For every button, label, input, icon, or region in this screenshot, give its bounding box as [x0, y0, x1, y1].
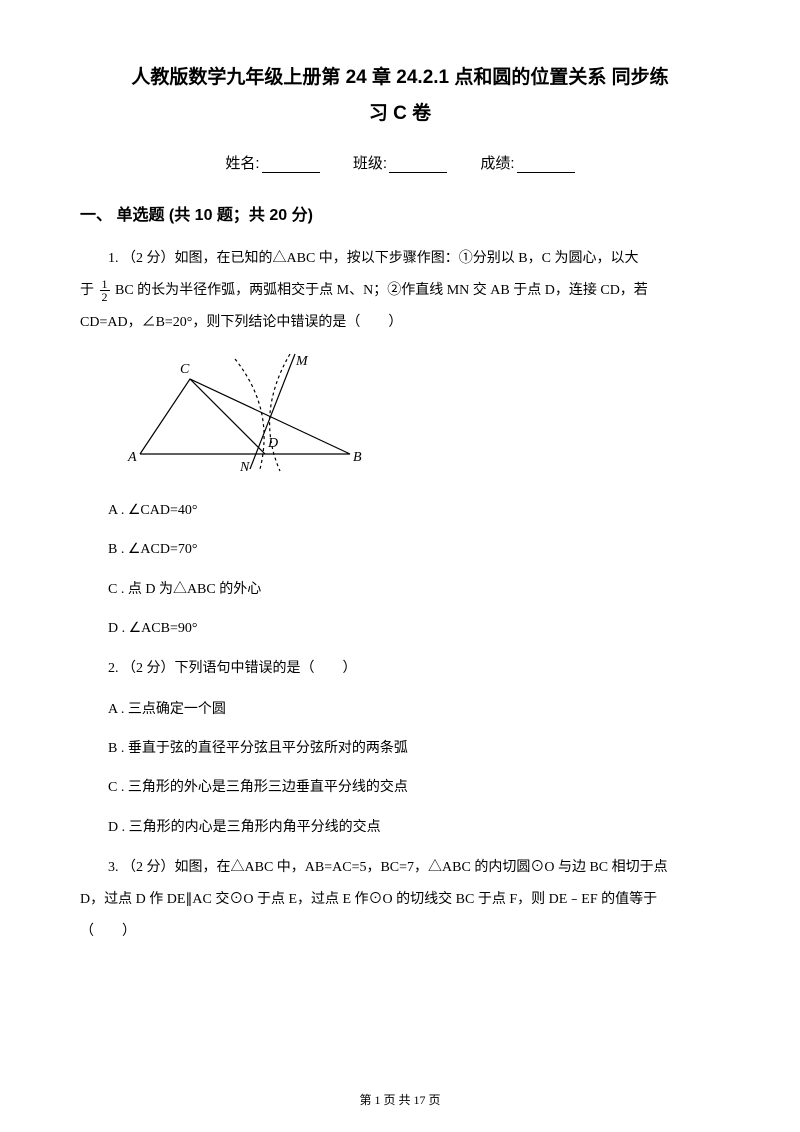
label-d: D [267, 436, 278, 451]
score-blank[interactable] [517, 158, 575, 173]
q2-opt-b: B . 垂直于弦的直径平分弦且平分弦所对的两条弧 [108, 736, 720, 761]
q1-opt-d: D . ∠ACB=90° [108, 616, 720, 641]
info-row: 姓名: 班级: 成绩: [80, 152, 720, 173]
q1-opt-b: B . ∠ACD=70° [108, 537, 720, 562]
label-a: A [127, 450, 137, 465]
q1-pre: 于 [80, 283, 98, 298]
q1-opt-a: A . ∠CAD=40° [108, 498, 720, 523]
label-n: N [239, 460, 250, 475]
q1-opt-c: C . 点 D 为△ABC 的外心 [108, 577, 720, 602]
q1-stem-line1: 1. （2 分）如图，在已知的△ABC 中，按以下步骤作图：①分别以 B，C 为… [80, 245, 720, 273]
q1-post: BC 的长为半径作弧，两弧相交于点 M、N；②作直线 MN 交 AB 于点 D，… [112, 283, 648, 298]
q3-stem-line1: 3. （2 分）如图，在△ABC 中，AB=AC=5，BC=7，△ABC 的内切… [80, 854, 720, 882]
name-blank[interactable] [262, 158, 320, 173]
label-b: B [353, 450, 362, 465]
q2-opt-d: D . 三角形的内心是三角形内角平分线的交点 [108, 815, 720, 840]
triangle-abc [140, 379, 350, 454]
q1-stem-line3: CD=AD，∠B=20°，则下列结论中错误的是（ ） [80, 309, 720, 337]
section-header: 一、 单选题 (共 10 题；共 20 分) [80, 201, 720, 225]
q2-stem: 2. （2 分）下列语句中错误的是（ ） [80, 655, 720, 683]
title-line1: 人教版数学九年级上册第 24 章 24.2.1 点和圆的位置关系 同步练 [80, 60, 720, 96]
title-line2: 习 C 卷 [80, 96, 720, 132]
page-footer: 第 1 页 共 17 页 [0, 1091, 800, 1108]
class-blank[interactable] [389, 158, 447, 173]
label-m: M [295, 354, 309, 369]
arc1 [235, 359, 264, 469]
frac-den: 2 [100, 291, 110, 303]
q1-stem-line2: 于 12 BC 的长为半径作弧，两弧相交于点 M、N；②作直线 MN 交 AB … [80, 277, 720, 305]
q3-stem-line2: D，过点 D 作 DE∥AC 交⊙O 于点 E，过点 E 作⊙O 的切线交 BC… [80, 886, 720, 914]
label-c: C [180, 362, 190, 377]
name-label: 姓名: [225, 152, 259, 173]
class-label: 班级: [353, 152, 387, 173]
q2-opt-c: C . 三角形的外心是三角形三边垂直平分线的交点 [108, 775, 720, 800]
q3-stem-line3: （ ） [80, 918, 720, 946]
q2-opt-a: A . 三点确定一个圆 [108, 697, 720, 722]
score-label: 成绩: [480, 152, 514, 173]
q1-figure: A B C D M N [120, 349, 720, 484]
doc-title: 人教版数学九年级上册第 24 章 24.2.1 点和圆的位置关系 同步练 习 C… [80, 60, 720, 132]
line-mn [250, 354, 295, 469]
fraction-half: 12 [100, 278, 110, 303]
